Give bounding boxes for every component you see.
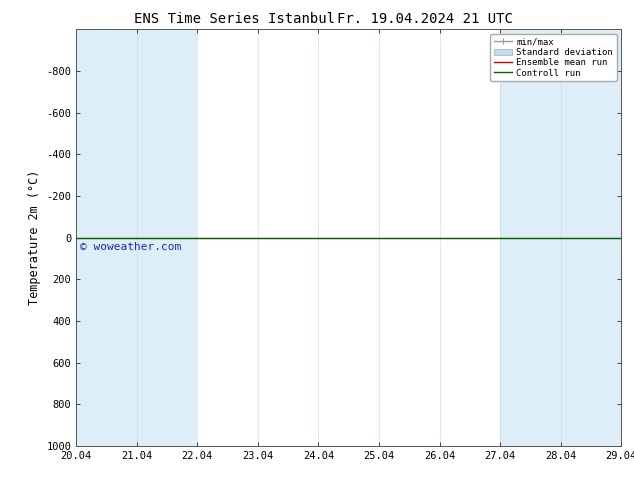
Bar bbox=[137, 29, 197, 446]
Bar bbox=[621, 29, 634, 446]
Legend: min/max, Standard deviation, Ensemble mean run, Controll run: min/max, Standard deviation, Ensemble me… bbox=[490, 34, 617, 81]
Text: © woweather.com: © woweather.com bbox=[80, 242, 181, 252]
Text: ENS Time Series Istanbul: ENS Time Series Istanbul bbox=[134, 12, 335, 26]
Bar bbox=[560, 29, 621, 446]
Text: Fr. 19.04.2024 21 UTC: Fr. 19.04.2024 21 UTC bbox=[337, 12, 513, 26]
Y-axis label: Temperature 2m (°C): Temperature 2m (°C) bbox=[28, 170, 41, 305]
Bar bbox=[76, 29, 137, 446]
Bar bbox=[500, 29, 560, 446]
